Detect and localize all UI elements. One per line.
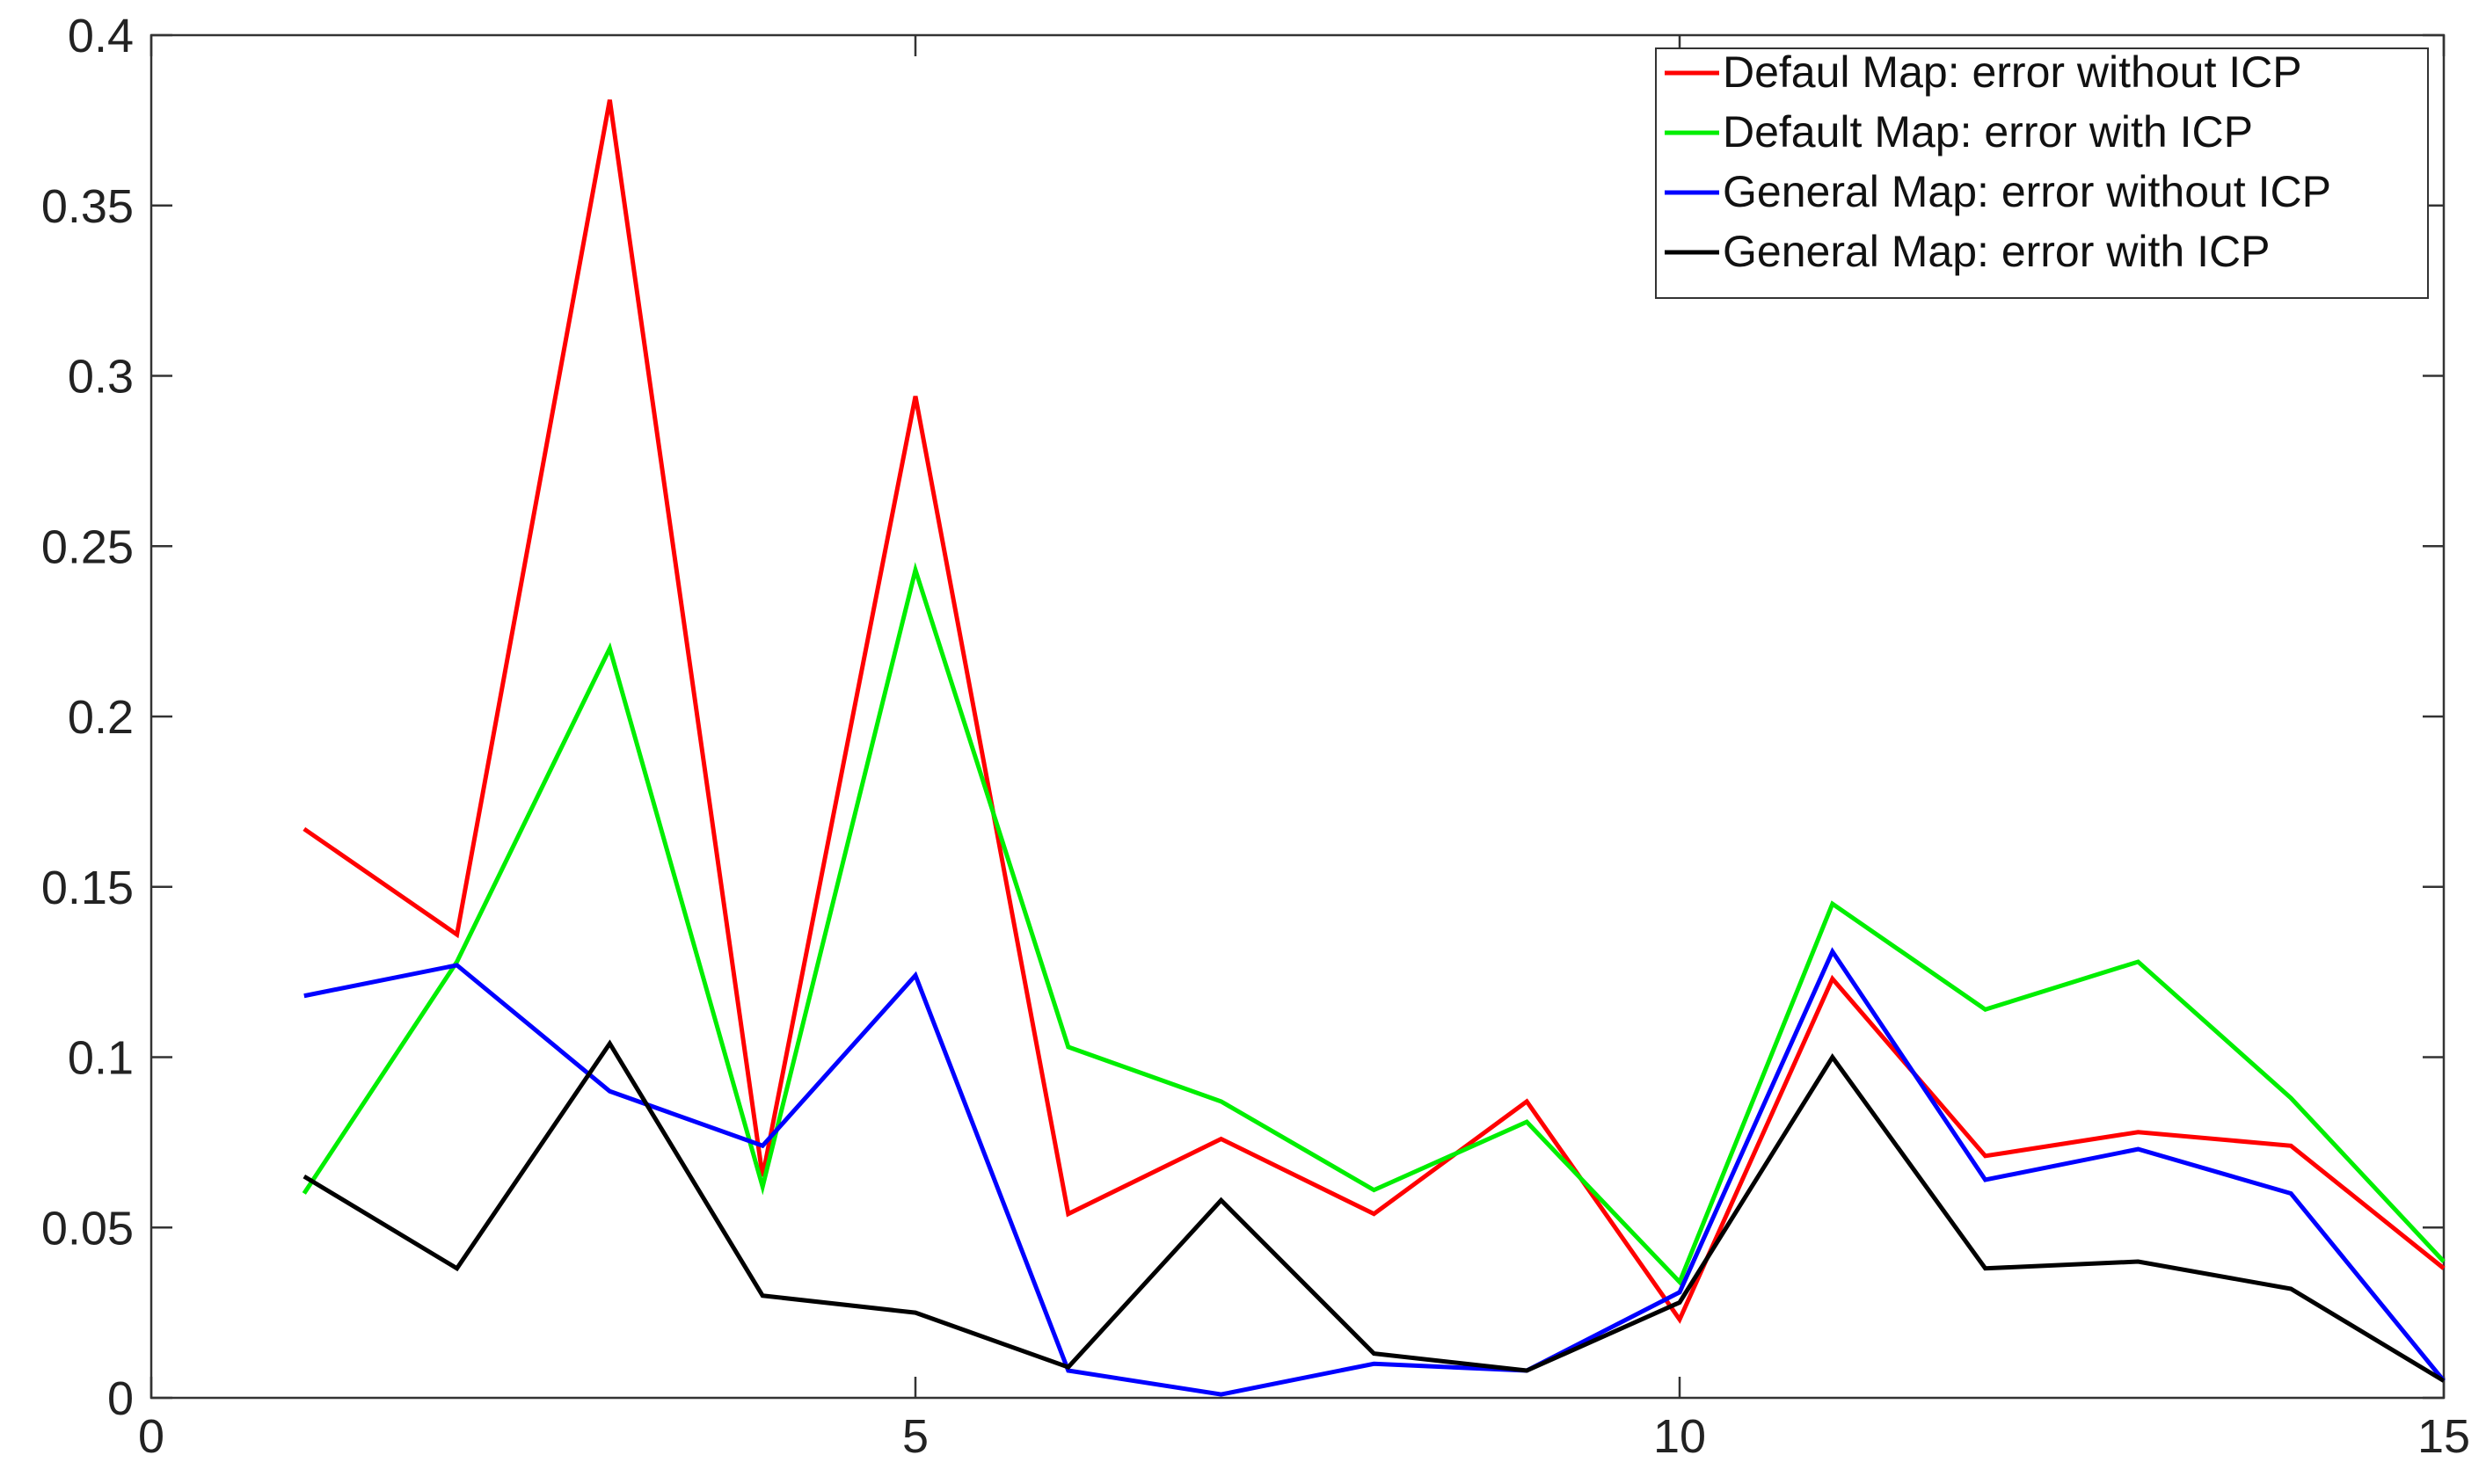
y-tick-label: 0.15 — [41, 862, 134, 914]
series-line-2 — [302, 562, 2446, 1286]
y-axis-ticks: 0 0.05 0.1 0.15 0.2 0.25 0.3 0.35 0.4 — [41, 10, 2444, 1425]
y-tick-label: 0 — [107, 1372, 134, 1425]
series-line-1 — [303, 99, 2446, 1324]
x-tick-label: 5 — [902, 1410, 929, 1463]
legend-label: General Map: error with ICP — [1723, 227, 2270, 276]
y-tick-label: 0.4 — [68, 10, 134, 62]
legend-box — [1655, 47, 2429, 299]
y-tick-label: 0.05 — [41, 1202, 134, 1255]
y-tick-label: 0.1 — [68, 1032, 134, 1085]
series-line-4 — [303, 1039, 2446, 1383]
legend: Defaul Map: error without ICP Default Map… — [1655, 47, 2429, 299]
legend-label: General Map: error without ICP — [1723, 167, 2331, 216]
y-tick-label: 0.25 — [41, 520, 134, 573]
series-line-3 — [303, 947, 2446, 1397]
legend-label: Defaul Map: error without ICP — [1723, 47, 2302, 97]
x-tick-label: 15 — [2417, 1410, 2470, 1463]
y-tick-label: 0.2 — [68, 691, 134, 744]
x-tick-label: 10 — [1653, 1410, 1706, 1463]
y-tick-label: 0.3 — [68, 351, 134, 404]
x-tick-label: 0 — [138, 1410, 164, 1463]
series-lines — [302, 99, 2446, 1397]
legend-label: Default Map: error with ICP — [1723, 107, 2253, 156]
y-tick-label: 0.35 — [41, 180, 134, 233]
x-axis-ticks: 0 5 10 15 — [138, 35, 2470, 1463]
